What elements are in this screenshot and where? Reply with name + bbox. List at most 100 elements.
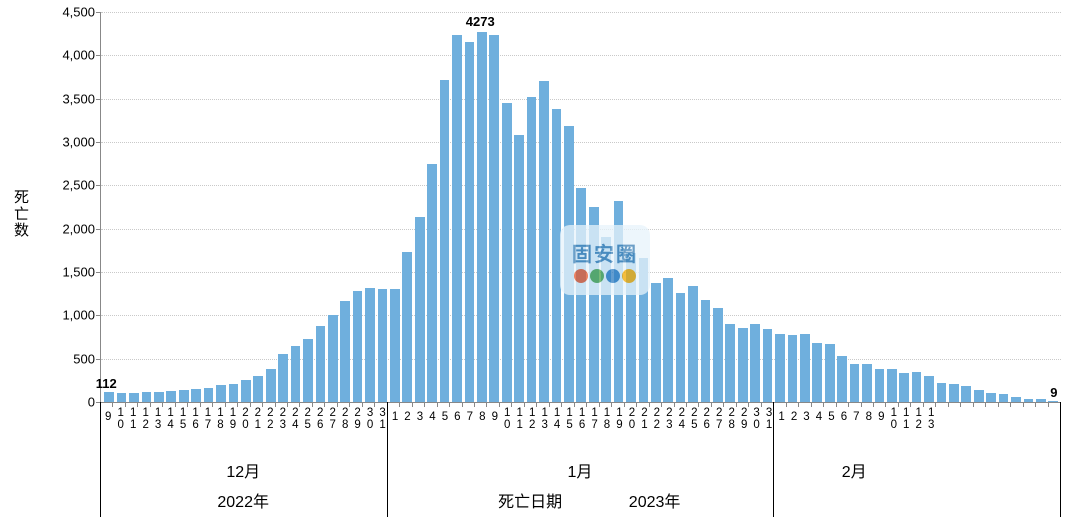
bar [129, 393, 139, 402]
bar [365, 288, 375, 402]
x-tick [898, 402, 899, 407]
x-tick-label: 30 [750, 407, 762, 433]
bar-slot [699, 300, 711, 402]
x-tick-label: 12 [139, 407, 151, 433]
bar [800, 334, 810, 402]
x-tick-label: 28 [339, 407, 351, 433]
bar [204, 388, 214, 402]
bar-slot [488, 35, 500, 402]
death-count-bar-chart: 死亡数 05001,0001,5002,0002,5003,0003,5004,… [0, 0, 1080, 532]
x-tick-label: 29 [351, 407, 363, 433]
x-tick-label [987, 407, 999, 433]
x-tick [711, 402, 712, 407]
bar-slot [1010, 397, 1022, 402]
x-tick [811, 402, 812, 407]
bar [229, 384, 239, 402]
bar-slot [327, 315, 339, 402]
x-tick [137, 402, 138, 407]
bar-slot [426, 164, 438, 402]
bar-slot [202, 388, 214, 402]
bar-slot [414, 217, 426, 402]
bar-slot [525, 97, 537, 402]
bar [154, 392, 164, 402]
x-tick-label: 25 [302, 407, 314, 433]
x-tick [125, 402, 126, 407]
x-tick-label: 26 [701, 407, 713, 433]
bar [974, 390, 984, 402]
bar-slot [997, 394, 1009, 402]
bar [241, 380, 251, 402]
bar-slot [538, 81, 550, 402]
y-tick-label: 500 [73, 351, 101, 366]
x-tick [561, 402, 562, 407]
x-tick [624, 402, 625, 407]
x-tick [611, 402, 612, 407]
x-tick [848, 402, 849, 407]
x-tick [885, 402, 886, 407]
x-tick-label: 12 [526, 407, 538, 433]
x-tick [524, 402, 525, 407]
bar [676, 293, 686, 402]
x-tick [985, 402, 986, 407]
bar-slot [1047, 401, 1059, 402]
annotation: 9 [1050, 385, 1057, 400]
bar [266, 369, 276, 402]
bars-container [101, 12, 1061, 402]
bar-slot [861, 364, 873, 402]
bar [378, 289, 388, 402]
bar [725, 324, 735, 402]
x-tick [237, 402, 238, 407]
plot-area: 05001,0001,5002,0002,5003,0003,5004,0004… [100, 12, 1061, 403]
x-tick-label: 13 [538, 407, 550, 433]
x-tick-label [937, 407, 949, 433]
bar-slot [774, 334, 786, 402]
bar [663, 278, 673, 402]
x-tick [225, 402, 226, 407]
x-tick-label: 12 [912, 407, 924, 433]
x-tick-label: 27 [326, 407, 338, 433]
bar-slot [513, 135, 525, 402]
bar-slot [501, 103, 513, 402]
bar-slot [115, 393, 127, 402]
bar [1036, 399, 1046, 402]
bar [340, 301, 350, 402]
bar [539, 81, 549, 402]
bar-slot [463, 42, 475, 402]
bar [291, 346, 301, 402]
bar-slot [438, 80, 450, 402]
x-tick-label: 10 [501, 407, 513, 433]
x-tick [486, 402, 487, 407]
x-tick [836, 402, 837, 407]
x-tick [636, 402, 637, 407]
x-tick-label [1000, 407, 1012, 433]
bar [701, 300, 711, 402]
bar-slot [165, 391, 177, 402]
bar [750, 324, 760, 402]
bar [1011, 397, 1021, 402]
bar-slot [289, 346, 301, 402]
bar [912, 372, 922, 402]
bar [688, 286, 698, 402]
x-tick-label: 15 [563, 407, 575, 433]
y-tick-label: 3,000 [62, 135, 101, 150]
bar-slot [476, 32, 488, 402]
period-separator [773, 402, 774, 517]
x-tick [212, 402, 213, 407]
watermark-dot [622, 269, 636, 283]
y-tick-label: 1,500 [62, 265, 101, 280]
bar [117, 393, 127, 402]
x-tick-label: 8 [863, 407, 875, 433]
x-tick-label: 19 [613, 407, 625, 433]
period-separator-edge [1060, 402, 1061, 517]
bar [937, 383, 947, 402]
x-tick [599, 402, 600, 407]
x-tick-label: 14 [551, 407, 563, 433]
bar-slot [240, 380, 252, 402]
bar [713, 308, 723, 402]
x-tick [948, 402, 949, 407]
y-tick-label: 3,500 [62, 91, 101, 106]
bar-slot [650, 283, 662, 402]
x-tick-label: 22 [651, 407, 663, 433]
x-tick-label: 24 [289, 407, 301, 433]
x-tick-label: 2 [401, 407, 413, 433]
